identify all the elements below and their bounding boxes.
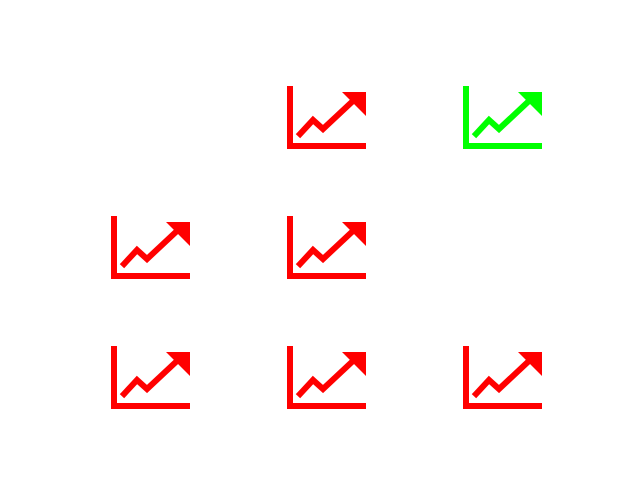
trend-line bbox=[471, 95, 535, 139]
arrow-head bbox=[342, 352, 366, 376]
chart-axes bbox=[287, 216, 366, 279]
chart-line-up-icon bbox=[463, 86, 542, 149]
grid-cell-r1-c2[interactable] bbox=[286, 82, 366, 152]
chart-axes bbox=[287, 346, 366, 409]
trend-line bbox=[295, 225, 359, 269]
chart-axes bbox=[463, 86, 542, 149]
arrow-head bbox=[518, 92, 542, 116]
chart-axes bbox=[287, 86, 366, 149]
arrow-head bbox=[518, 352, 542, 376]
chart-axes bbox=[111, 346, 190, 409]
trend-line bbox=[295, 95, 359, 139]
arrow-head bbox=[166, 352, 190, 376]
arrow-head bbox=[166, 222, 190, 246]
arrow-head bbox=[342, 222, 366, 246]
chart-axes bbox=[463, 346, 542, 409]
trend-line bbox=[119, 355, 183, 399]
grid-cell-r2-c1[interactable] bbox=[110, 212, 190, 282]
chart-axes bbox=[111, 216, 190, 279]
grid-cell-r2-c2[interactable] bbox=[286, 212, 366, 282]
trend-line bbox=[471, 355, 535, 399]
grid-cell-r1-c3[interactable] bbox=[462, 82, 542, 152]
trend-line bbox=[295, 355, 359, 399]
grid-cell-r3-c3[interactable] bbox=[462, 342, 542, 412]
chart-line-up-icon bbox=[111, 346, 190, 409]
chart-line-up-icon bbox=[287, 86, 366, 149]
trend-line bbox=[119, 225, 183, 269]
chart-line-up-icon bbox=[287, 216, 366, 279]
grid-cell-r3-c2[interactable] bbox=[286, 342, 366, 412]
chart-line-up-icon bbox=[287, 346, 366, 409]
arrow-head bbox=[342, 92, 366, 116]
chart-line-up-icon bbox=[111, 216, 190, 279]
chart-line-up-icon bbox=[463, 346, 542, 409]
grid-cell-r3-c1[interactable] bbox=[110, 342, 190, 412]
